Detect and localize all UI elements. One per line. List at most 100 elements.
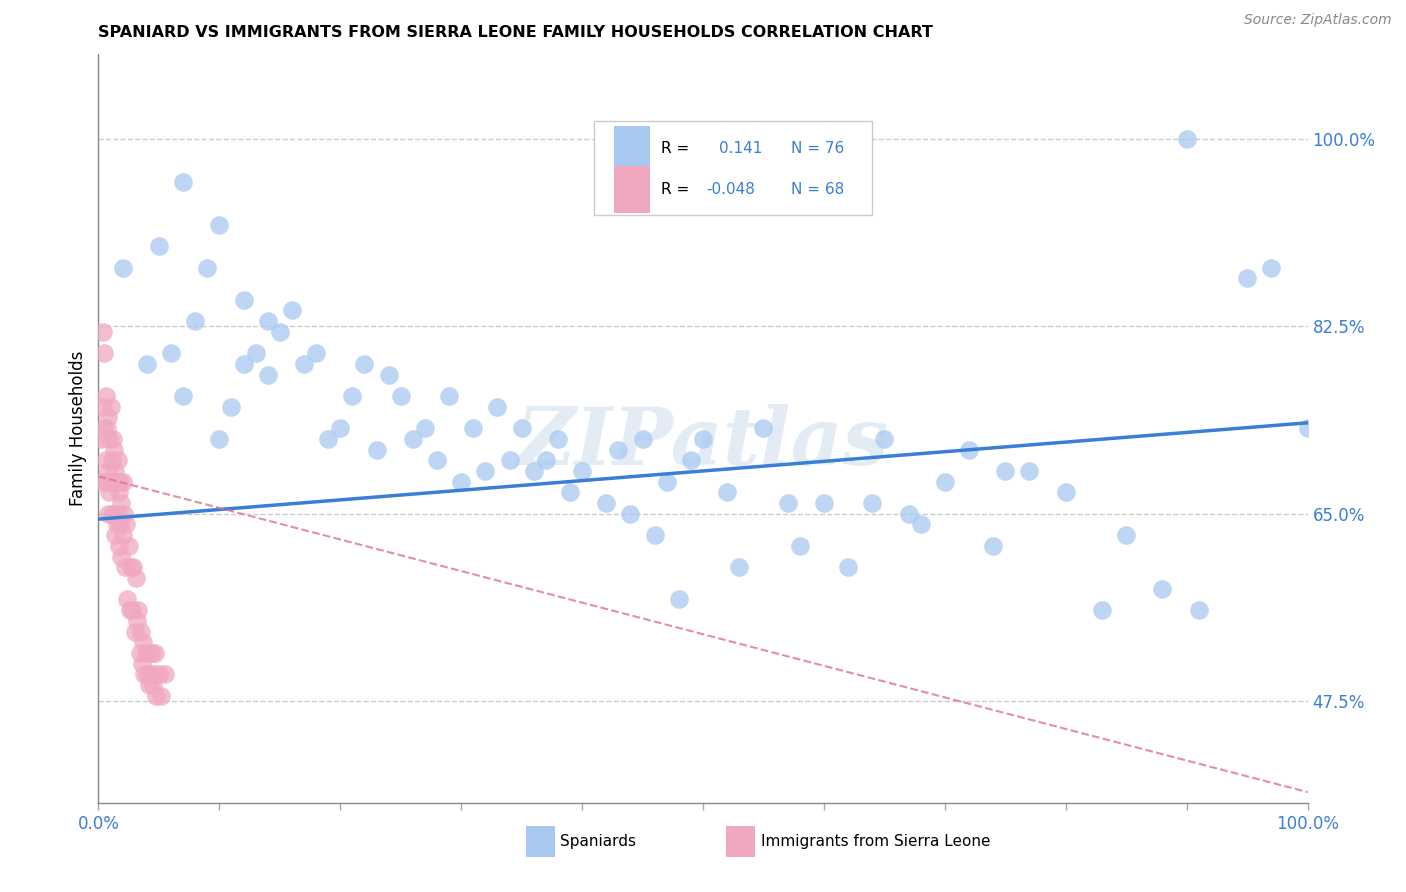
Point: [1188, 603, 1211, 617]
Point: [105, 517, 128, 532]
Point: [837, 560, 859, 574]
Point: [631, 432, 654, 446]
Point: [184, 314, 207, 328]
Point: [142, 678, 165, 692]
Point: [141, 646, 163, 660]
Point: [716, 485, 738, 500]
Point: [437, 389, 460, 403]
Text: Source: ZipAtlas.com: Source: ZipAtlas.com: [1244, 13, 1392, 28]
Point: [245, 346, 267, 360]
Point: [117, 592, 139, 607]
Point: [389, 389, 412, 403]
Point: [1152, 582, 1174, 596]
Point: [103, 442, 125, 457]
FancyBboxPatch shape: [595, 121, 872, 215]
Point: [143, 667, 166, 681]
Point: [97, 410, 120, 425]
Point: [1260, 260, 1282, 275]
Text: N = 68: N = 68: [792, 182, 845, 197]
Point: [115, 517, 138, 532]
Point: [118, 603, 141, 617]
Point: [510, 421, 533, 435]
Text: Spaniards: Spaniards: [561, 834, 637, 849]
Point: [98, 485, 121, 500]
Point: [94, 453, 117, 467]
Point: [679, 453, 702, 467]
Point: [97, 507, 120, 521]
Point: [860, 496, 883, 510]
Point: [108, 475, 131, 489]
Point: [607, 442, 630, 457]
Point: [108, 517, 131, 532]
Point: [93, 421, 115, 435]
Point: [93, 346, 115, 360]
Point: [934, 475, 956, 489]
Point: [994, 464, 1017, 478]
Text: -0.048: -0.048: [707, 182, 755, 197]
Point: [122, 560, 145, 574]
Point: [120, 560, 142, 574]
Point: [110, 549, 132, 564]
Point: [105, 475, 128, 489]
Point: [172, 389, 194, 403]
Point: [103, 507, 125, 521]
Point: [131, 657, 153, 671]
Point: [305, 346, 328, 360]
Point: [523, 464, 546, 478]
Point: [104, 464, 127, 478]
Point: [98, 432, 121, 446]
Point: [129, 624, 152, 639]
Point: [269, 325, 291, 339]
Point: [232, 293, 254, 307]
Point: [139, 667, 162, 681]
Point: [221, 400, 243, 414]
FancyBboxPatch shape: [725, 826, 755, 857]
Point: [256, 314, 278, 328]
Point: [114, 560, 136, 574]
Point: [135, 667, 157, 681]
Point: [281, 303, 304, 318]
Point: [897, 507, 920, 521]
Point: [377, 368, 399, 382]
Point: [534, 453, 557, 467]
Point: [127, 603, 149, 617]
Point: [450, 475, 472, 489]
Point: [101, 432, 124, 446]
Point: [547, 432, 569, 446]
FancyBboxPatch shape: [526, 826, 555, 857]
Point: [426, 453, 449, 467]
Point: [135, 646, 157, 660]
Point: [595, 496, 617, 510]
Text: R =: R =: [661, 141, 689, 156]
Point: [329, 421, 352, 435]
Point: [143, 646, 166, 660]
Point: [107, 453, 129, 467]
Point: [1175, 132, 1198, 146]
Point: [498, 453, 520, 467]
Point: [160, 346, 183, 360]
Point: [148, 667, 170, 681]
Point: [728, 560, 751, 574]
Point: [97, 464, 120, 478]
Point: [813, 496, 835, 510]
Point: [108, 485, 131, 500]
Point: [107, 507, 129, 521]
Point: [127, 614, 149, 628]
Point: [124, 624, 146, 639]
Point: [1091, 603, 1114, 617]
Point: [873, 432, 896, 446]
Point: [402, 432, 425, 446]
Point: [316, 432, 339, 446]
Point: [571, 464, 593, 478]
FancyBboxPatch shape: [613, 166, 650, 212]
Text: N = 76: N = 76: [792, 141, 845, 156]
Point: [292, 357, 315, 371]
Point: [413, 421, 436, 435]
Point: [110, 496, 132, 510]
Point: [138, 678, 160, 692]
Point: [644, 528, 666, 542]
Point: [558, 485, 581, 500]
Point: [148, 239, 170, 253]
Point: [668, 592, 690, 607]
Point: [91, 400, 114, 414]
